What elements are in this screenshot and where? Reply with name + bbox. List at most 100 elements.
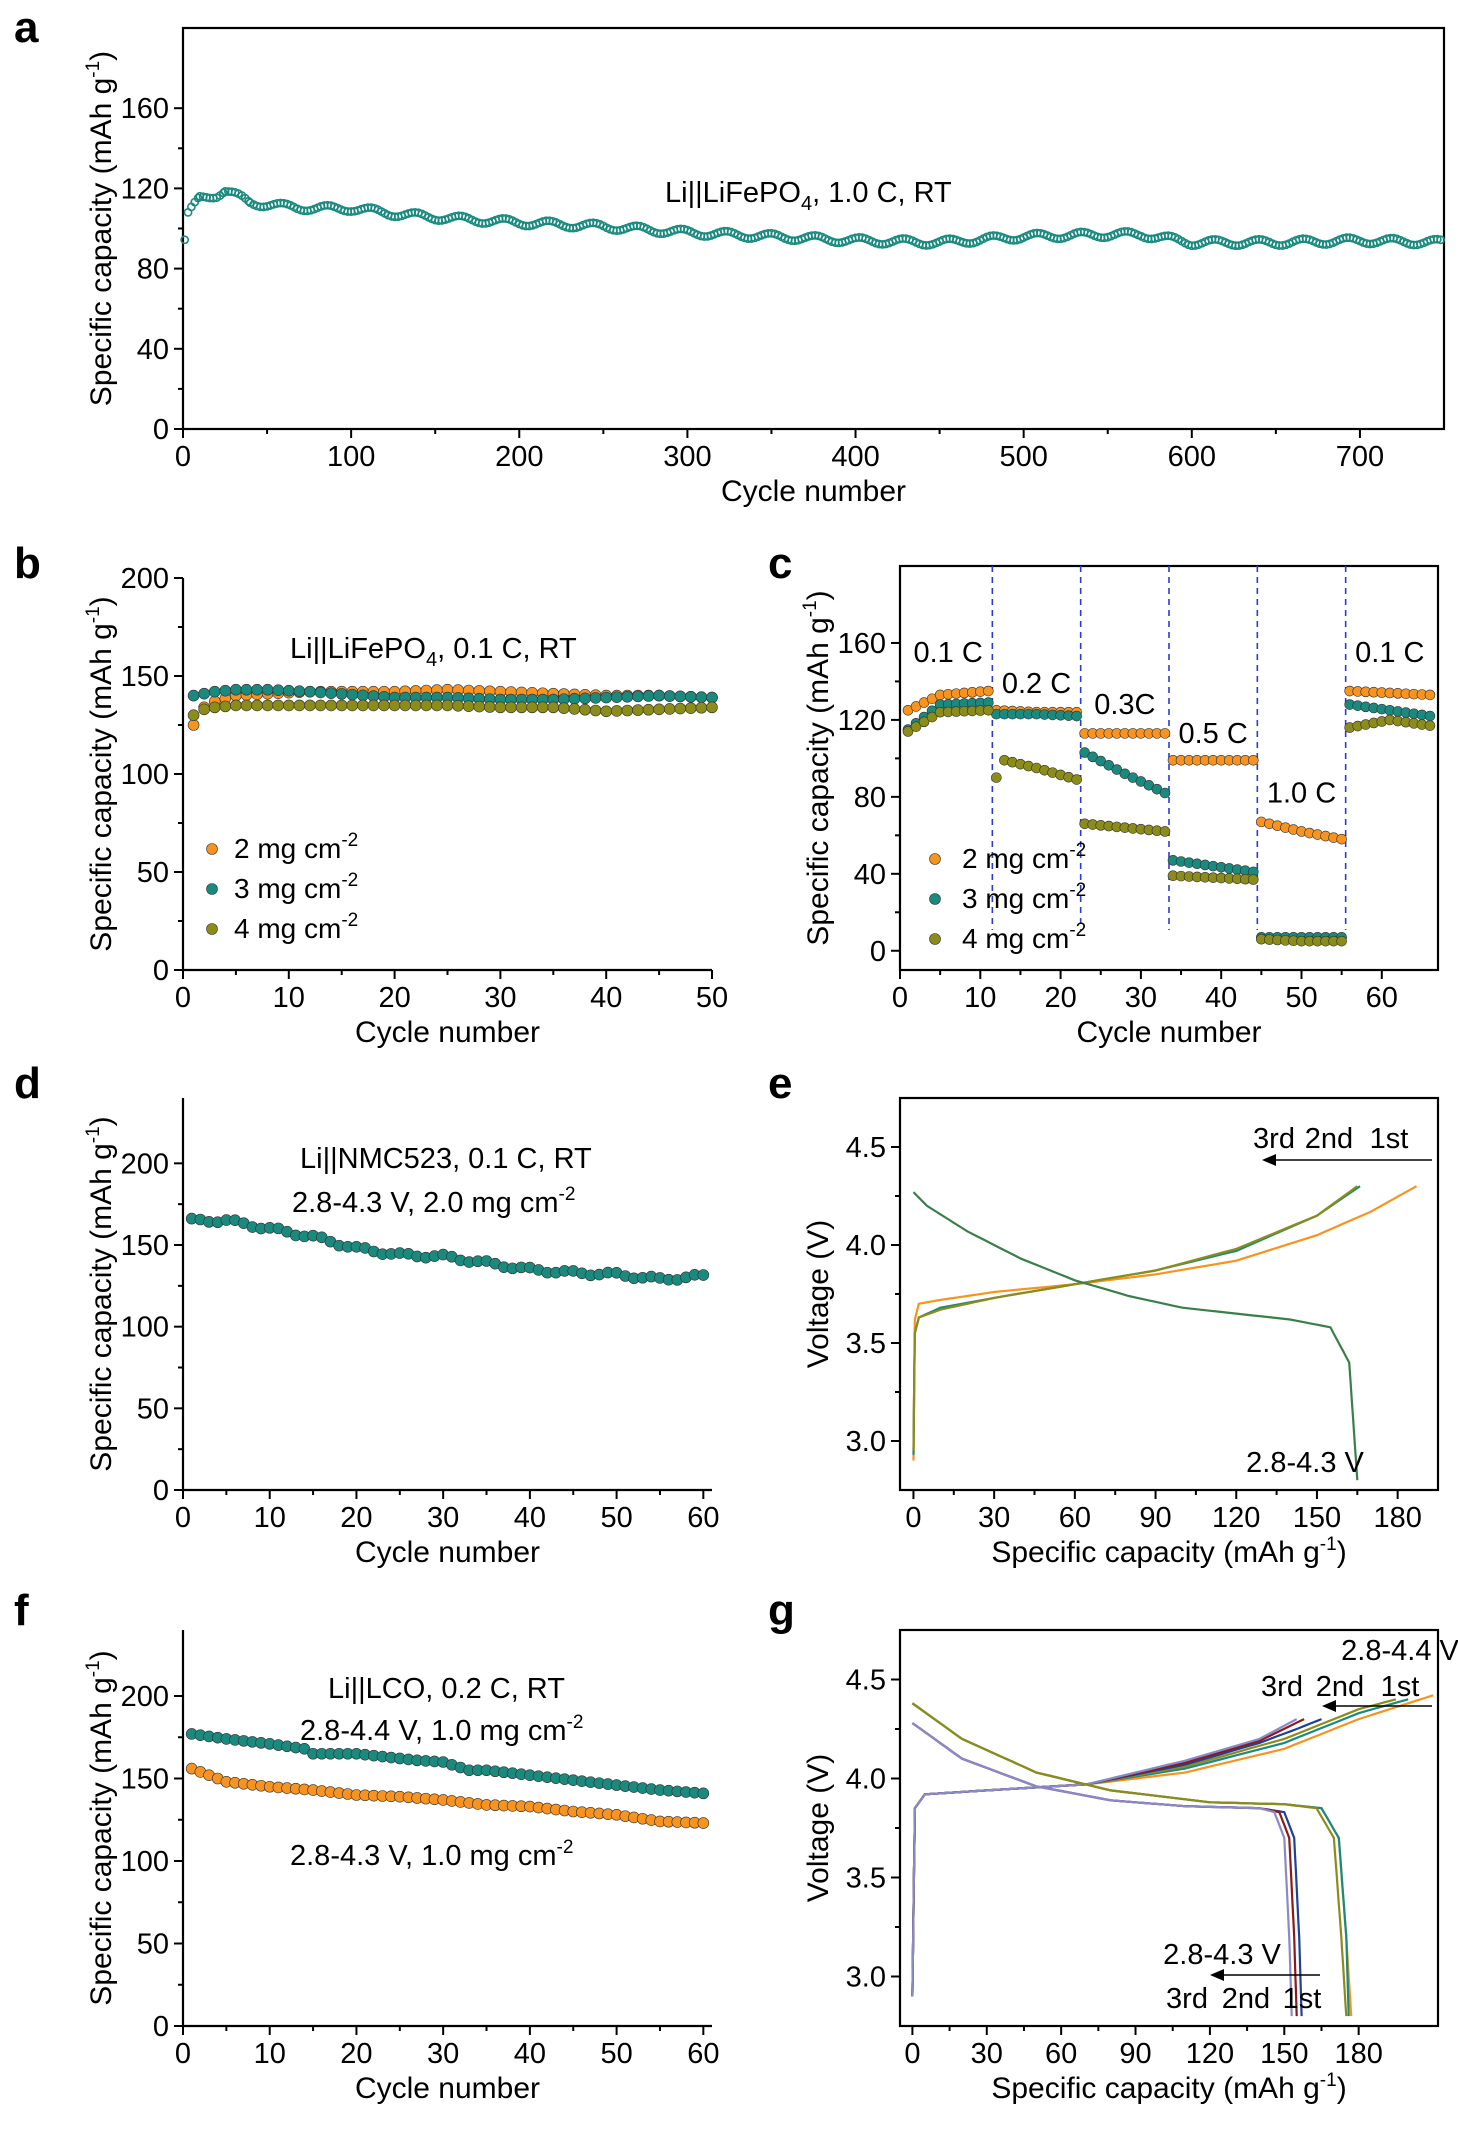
panel-letter-e: e xyxy=(768,1059,792,1108)
label-part: 4 mg cm xyxy=(234,913,341,944)
panel-d-annotation: Li||NMC523, 0.1 C, RT xyxy=(300,1143,592,1175)
label-superscript: -2 xyxy=(341,910,358,931)
label-part: Specific capacity (mAh g xyxy=(85,1677,118,2005)
panel-g-upper-cycle-label: 3rd xyxy=(1261,1671,1303,1703)
annot-part: Li||LiFePO xyxy=(665,177,801,209)
panel-b-data-point xyxy=(706,701,718,714)
panel-c-legend-label: 4 mg cm-2 xyxy=(962,920,1086,954)
panel-g-curve xyxy=(911,1698,1397,1997)
panel-b-data-point xyxy=(208,685,221,698)
panel-c-data-point xyxy=(1424,720,1436,731)
panel-b-data-point xyxy=(304,699,316,712)
label-superscript: -1 xyxy=(83,606,104,623)
panel-b-data-point xyxy=(346,688,359,701)
panel-g-lower-range: 2.8-4.3 V xyxy=(1163,1939,1281,1971)
panel-g-x-label: Specific capacity (mAh g-1) xyxy=(991,2070,1346,2105)
panel-f-x-tick-label: 20 xyxy=(340,2038,372,2070)
panel-b-y-label: Specific capacity (mAh g-1) xyxy=(83,596,118,951)
panel-e-y-tick-label: 4.0 xyxy=(846,1230,886,1262)
panel-b-data-point xyxy=(515,701,528,714)
panel-b-data-point xyxy=(388,699,401,712)
label-part: Specific capacity (mAh g xyxy=(85,78,118,406)
panel-c-x-label: Cycle number xyxy=(1076,1016,1261,1049)
panel-c-legend-marker xyxy=(929,853,941,865)
panel-f-annotation: Li||LCO, 0.2 C, RT xyxy=(328,1673,565,1705)
panel-c-rate-label: 0.3C xyxy=(1094,689,1155,721)
panel-g-x-tick-label: 180 xyxy=(1334,2038,1382,2070)
label-part: 3 mg cm xyxy=(234,873,341,904)
panel-a-x-tick-label: 300 xyxy=(663,441,711,473)
panel-b-chart: Li||LiFePO4, 0.1 C, RT 0 10 20 30 40 50 0 50 100… xyxy=(83,563,728,1049)
panel-f-y-tick-label: 200 xyxy=(121,1681,169,1713)
panel-g-y-tick-label: 4.5 xyxy=(846,1665,886,1697)
panel-b-legend-marker xyxy=(206,883,218,895)
panel-f-y-label: Specific capacity (mAh g-1) xyxy=(83,1650,118,2005)
panel-c-y-label: Specific capacity (mAh g-1) xyxy=(800,590,835,945)
panel-b-data-point xyxy=(325,699,337,712)
panel-d-x-tick-label: 60 xyxy=(687,1502,719,1534)
panel-b-data-point xyxy=(219,700,232,713)
label-superscript: -2 xyxy=(341,830,358,851)
panel-c-data-point xyxy=(1159,826,1171,837)
panel-a-y-tick-label: 0 xyxy=(153,414,169,446)
panel-f-annotation-2: 2.8-4.4 V, 1.0 mg cm-2 xyxy=(300,1712,583,1747)
label-part: ) xyxy=(1337,2072,1347,2105)
panel-c-data-point xyxy=(1071,774,1082,785)
panel-b-x-tick-label: 0 xyxy=(175,982,191,1014)
panel-f-x-tick-label: 0 xyxy=(175,2038,191,2070)
panel-g-lower-arrow-head xyxy=(1210,1969,1224,1981)
panel-b-data-point xyxy=(208,701,221,714)
panel-b-data-point xyxy=(621,690,634,703)
panel-letter-d: d xyxy=(14,1059,41,1108)
panel-f-x-tick-label: 10 xyxy=(254,2038,286,2070)
panel-b-data-point xyxy=(568,703,581,715)
panel-c-rate-label: 0.1 C xyxy=(914,637,983,669)
panel-c-data-point xyxy=(1424,710,1436,722)
label-part: 4 mg cm xyxy=(962,923,1069,954)
panel-c-y-tick-label: 160 xyxy=(838,628,886,660)
panel-g-y-tick-label: 4.0 xyxy=(846,1764,886,1796)
panel-b-data-point xyxy=(261,683,274,696)
panel-e-x-tick-label: 60 xyxy=(1059,1502,1091,1534)
panel-b-data-point xyxy=(600,691,613,704)
panel-g-upper-cycle-label: 1st xyxy=(1381,1671,1420,1703)
panel-b-data-point xyxy=(663,703,676,715)
panel-b-data-point xyxy=(325,687,337,699)
panel-b-data-point xyxy=(568,692,581,705)
label-part: Specific capacity (mAh g xyxy=(85,623,118,951)
panel-e-y-tick-label: 3.0 xyxy=(846,1426,886,1458)
panel-e-curve xyxy=(912,1191,1359,1481)
panel-letter-g: g xyxy=(768,1586,795,1635)
panel-b-data-point xyxy=(610,691,623,703)
label-superscript: -2 xyxy=(1069,880,1086,901)
panel-b-data-point xyxy=(706,691,718,704)
panel-a-x-label: Cycle number xyxy=(721,475,906,508)
panel-e-x-tick-label: 180 xyxy=(1373,1502,1421,1534)
panel-letter-f: f xyxy=(14,1586,29,1635)
panel-f-x-tick-label: 40 xyxy=(514,2038,546,2070)
panel-c-legend-marker xyxy=(929,893,941,905)
panel-a-data-point xyxy=(1432,234,1442,244)
panel-b-data-point xyxy=(526,701,538,714)
label-part: Specific capacity (mAh g xyxy=(991,1536,1319,1569)
panel-b-annotation: Li||LiFePO4, 0.1 C, RT xyxy=(290,633,577,671)
panel-g-lower-cycle-label: 1st xyxy=(1283,1983,1322,2015)
panel-c-data-point xyxy=(1071,710,1082,722)
panel-e-x-tick-label: 0 xyxy=(905,1502,921,1534)
panel-b-x-tick-label: 30 xyxy=(484,982,516,1014)
label-superscript: -1 xyxy=(1320,1534,1337,1555)
panel-b-data-point xyxy=(685,690,697,703)
panel-b-data-point xyxy=(399,699,411,712)
panel-f-x-tick-label: 50 xyxy=(600,2038,632,2070)
panel-a-frame xyxy=(181,26,1446,431)
panel-b-y-tick-label: 50 xyxy=(137,857,169,889)
panel-b-legend-label: 4 mg cm-2 xyxy=(234,910,358,944)
label-superscript: -1 xyxy=(83,1660,104,1677)
panel-a-y-tick-label: 80 xyxy=(137,254,169,286)
panel-b-data-point xyxy=(282,684,295,697)
panel-d-y-label: Specific capacity (mAh g-1) xyxy=(83,1116,118,1471)
panel-c-y-tick-label: 80 xyxy=(854,782,886,814)
panel-c-y-tick-label: 0 xyxy=(870,936,886,968)
panel-c-x-tick-label: 30 xyxy=(1125,982,1157,1014)
panel-c-x-tick-label: 60 xyxy=(1366,982,1398,1014)
